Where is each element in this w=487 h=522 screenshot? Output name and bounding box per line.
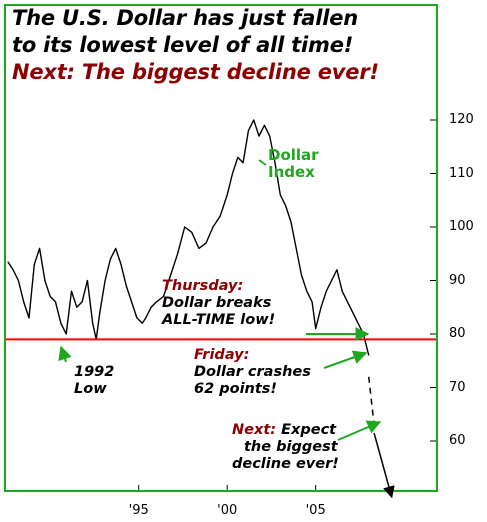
projection-arrow bbox=[373, 432, 395, 499]
thursday-line-2: ALL-TIME low! bbox=[162, 312, 276, 328]
thursday-line-1: Dollar breaks bbox=[162, 295, 272, 311]
next-line-3: decline ever! bbox=[232, 456, 339, 472]
y-tick-label: 70 bbox=[449, 379, 466, 395]
friday-line-1: Dollar crashes bbox=[194, 364, 311, 380]
chart-frame bbox=[4, 4, 438, 492]
y-tick-label: 90 bbox=[449, 272, 466, 288]
headline-line-1: The U.S. Dollar has just fallen bbox=[12, 6, 358, 30]
series-label-line-2: Index bbox=[268, 163, 315, 181]
next-line-2: the biggest bbox=[244, 439, 338, 455]
y-tick-label: 120 bbox=[449, 112, 474, 127]
x-tick-label: '95 bbox=[128, 503, 149, 518]
crash-dashed-line bbox=[368, 376, 375, 426]
y-tick-label: 100 bbox=[449, 219, 474, 234]
headline-line-3: Next: The biggest decline ever! bbox=[12, 60, 379, 84]
low-1992-line-1: 1992 bbox=[74, 364, 115, 380]
dollar-index-line bbox=[7, 119, 370, 356]
thursday-heading: Thursday: bbox=[162, 278, 244, 294]
next-arrow bbox=[337, 420, 382, 441]
x-tick-label: '05 bbox=[305, 503, 326, 518]
next-heading: Next: bbox=[232, 422, 277, 438]
low-1992-line-2: Low bbox=[74, 381, 107, 397]
thursday-annotation: Thursday: Dollar breaks ALL-TIME low! bbox=[162, 278, 275, 329]
series-label: Dollar Index bbox=[268, 147, 319, 181]
friday-arrow bbox=[323, 350, 368, 369]
dollar-index-label-arrow bbox=[258, 159, 267, 166]
next-annotation: Next: Expect the biggest decline ever! bbox=[232, 422, 339, 473]
friday-annotation: Friday: Dollar crashes 62 points! bbox=[194, 347, 311, 398]
friday-line-2: 62 points! bbox=[194, 381, 278, 397]
low-1992-arrow bbox=[58, 345, 72, 363]
friday-heading: Friday: bbox=[194, 347, 250, 363]
headline-line-2: to its lowest level of all time! bbox=[12, 33, 354, 57]
series-label-line-1: Dollar bbox=[268, 146, 319, 164]
y-tick-label: 80 bbox=[449, 326, 466, 341]
axis-ticks bbox=[138, 119, 436, 490]
low-1992-annotation: 1992 Low bbox=[74, 364, 114, 398]
y-tick-label: 110 bbox=[449, 165, 474, 181]
y-tick-label: 60 bbox=[449, 433, 466, 448]
x-tick-label: '00 bbox=[217, 503, 238, 518]
next-line-1: Expect bbox=[276, 422, 337, 438]
